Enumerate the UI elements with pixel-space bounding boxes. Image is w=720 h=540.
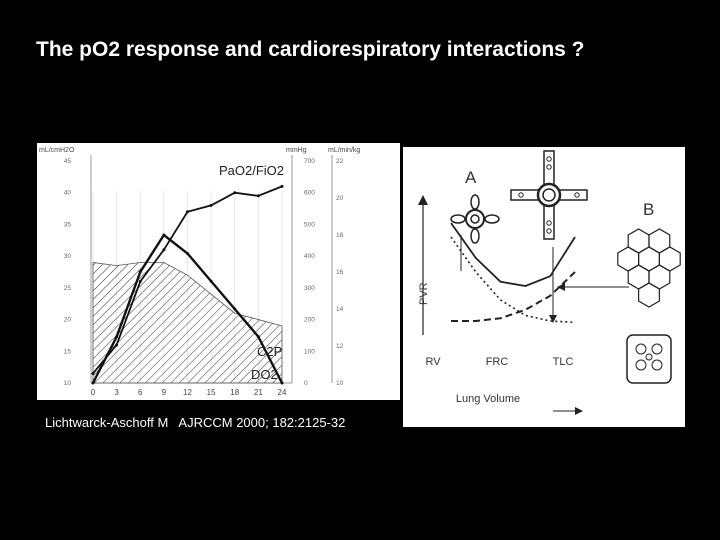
left-tick-label: 35 — [64, 221, 72, 228]
citation: Lichtwarck-Aschoff M AJRCCM 2000; 182:21… — [45, 415, 345, 430]
series-label: DO2 — [251, 367, 278, 382]
series-line-total — [450, 222, 576, 287]
lung-volume-arrow — [553, 407, 583, 415]
vessel-diagram-low-volume — [450, 194, 500, 244]
right-tick-label: 22 — [336, 158, 344, 165]
x-tick-label: 18 — [230, 388, 239, 397]
panel-label-b: B — [643, 200, 654, 219]
middle-axis-unit: mmHg — [286, 147, 307, 154]
data-point — [280, 184, 284, 188]
middle-tick-label: 400 — [304, 253, 315, 260]
left-tick-label: 15 — [64, 348, 72, 355]
right-tick-label: 10 — [336, 380, 344, 387]
citation-journal: AJRCCM 2000; 182:2125-32 — [178, 415, 346, 430]
y-axis-label: PVR — [418, 282, 430, 305]
x-tick-label: 3 — [114, 388, 119, 397]
data-point — [186, 252, 189, 255]
left-tick-label: 30 — [64, 253, 72, 260]
data-point — [162, 248, 166, 252]
data-point — [209, 279, 213, 283]
right-tick-label: 12 — [336, 343, 344, 350]
alveoli-diagram-collapsed — [626, 334, 672, 384]
data-point — [233, 307, 237, 311]
data-point — [233, 191, 237, 195]
middle-tick-label: 700 — [304, 158, 315, 165]
data-point — [256, 335, 260, 339]
left-axis-unit: mL/cmH2O — [39, 147, 75, 154]
x-tick-label: 24 — [278, 388, 287, 397]
data-point — [138, 270, 142, 274]
x-tick-label: RV — [425, 356, 441, 368]
left-tick-label: 20 — [64, 317, 72, 324]
data-point — [256, 194, 260, 198]
x-tick-label: 6 — [138, 388, 143, 397]
slide-title: The pO2 response and cardiorespiratory i… — [36, 38, 585, 61]
middle-tick-label: 100 — [304, 348, 315, 355]
x-tick-label: 9 — [162, 388, 167, 397]
data-point — [91, 371, 95, 375]
right-axis-unit: mL/min/kg — [328, 147, 360, 154]
data-point — [162, 233, 166, 237]
time-course-chart: mL/cmH2O mmHg mL/min/kg 454035302520151070… — [37, 143, 400, 400]
x-axis-label: Lung Volume — [456, 393, 520, 405]
middle-tick-label: 0 — [304, 380, 308, 387]
x-tick-label: 0 — [91, 388, 96, 397]
alveoli-diagram-inflated — [617, 228, 681, 308]
left-tick-label: 25 — [64, 285, 72, 292]
x-tick-label: FRC — [486, 356, 509, 368]
data-point — [209, 203, 213, 207]
pointer-arrow — [549, 315, 557, 323]
y-axis-arrow — [418, 195, 428, 205]
data-point — [115, 335, 119, 339]
pvr-lung-volume-chart: PVR RV FRC TLC Lung Volume A B — [403, 147, 685, 427]
panel-label-a: A — [465, 168, 477, 187]
middle-tick-label: 200 — [304, 317, 315, 324]
right-tick-label: 14 — [336, 306, 344, 313]
middle-tick-label: 600 — [304, 190, 315, 197]
middle-tick-label: 300 — [304, 285, 315, 292]
data-point — [115, 343, 119, 347]
series-area-c2p — [92, 262, 283, 384]
x-tick-label: 21 — [254, 388, 263, 397]
alveolus-shape — [638, 282, 660, 308]
series-label: PaO2/FiO2 — [219, 163, 284, 178]
data-point — [138, 280, 142, 284]
pointer-arrow — [557, 283, 565, 291]
citation-author: Lichtwarck-Aschoff M — [45, 415, 169, 430]
right-tick-label: 16 — [336, 269, 344, 276]
series-line-extra-alveolar — [450, 236, 576, 324]
series-label: C2P — [257, 344, 282, 359]
data-point — [91, 381, 95, 385]
middle-tick-label: 500 — [304, 221, 315, 228]
vessel-diagram-high-volume — [510, 150, 588, 240]
left-tick-label: 45 — [64, 158, 72, 165]
left-tick-label: 10 — [64, 380, 72, 387]
data-point — [186, 210, 189, 214]
series-line-alveolar — [451, 271, 576, 322]
x-tick-label: TLC — [553, 356, 574, 368]
x-tick-label: 12 — [183, 388, 192, 397]
right-tick-label: 18 — [336, 232, 344, 239]
left-tick-label: 40 — [64, 190, 72, 197]
data-point — [280, 381, 284, 385]
x-tick-label: 15 — [207, 388, 216, 397]
right-tick-label: 20 — [336, 195, 344, 202]
